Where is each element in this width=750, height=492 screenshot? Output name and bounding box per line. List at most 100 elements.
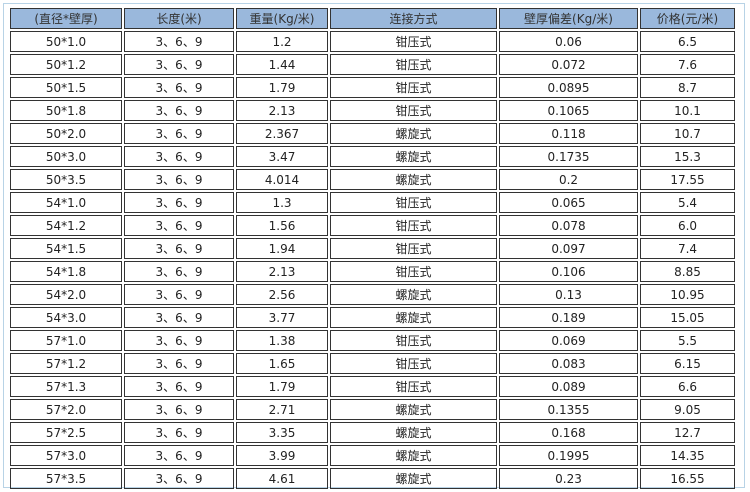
cell-weight: 1.79 xyxy=(236,376,328,397)
cell-thickness-tolerance: 0.1355 xyxy=(499,399,638,420)
cell-length: 3、6、9 xyxy=(124,330,234,351)
cell-connection: 钳压式 xyxy=(330,261,497,282)
cell-spec: 57*3.0 xyxy=(10,445,122,466)
cell-spec: 50*1.5 xyxy=(10,77,122,98)
cell-price: 6.5 xyxy=(640,31,735,52)
cell-thickness-tolerance: 0.13 xyxy=(499,284,638,305)
table-row: 57*3.5 3、6、9 4.61 螺旋式 0.23 16.55 xyxy=(10,468,735,489)
cell-length: 3、6、9 xyxy=(124,54,234,75)
cell-thickness-tolerance: 0.06 xyxy=(499,31,638,52)
cell-price: 5.5 xyxy=(640,330,735,351)
cell-connection: 螺旋式 xyxy=(330,146,497,167)
cell-length: 3、6、9 xyxy=(124,169,234,190)
cell-spec: 57*3.5 xyxy=(10,468,122,489)
table-row: 50*1.0 3、6、9 1.2 钳压式 0.06 6.5 xyxy=(10,31,735,52)
cell-thickness-tolerance: 0.1735 xyxy=(499,146,638,167)
cell-spec: 50*3.5 xyxy=(10,169,122,190)
cell-spec: 57*1.2 xyxy=(10,353,122,374)
cell-thickness-tolerance: 0.083 xyxy=(499,353,638,374)
cell-weight: 1.44 xyxy=(236,54,328,75)
cell-spec: 54*1.8 xyxy=(10,261,122,282)
cell-spec: 50*2.0 xyxy=(10,123,122,144)
cell-weight: 3.77 xyxy=(236,307,328,328)
cell-connection: 钳压式 xyxy=(330,54,497,75)
cell-connection: 钳压式 xyxy=(330,215,497,236)
cell-price: 6.0 xyxy=(640,215,735,236)
cell-weight: 1.79 xyxy=(236,77,328,98)
cell-weight: 3.99 xyxy=(236,445,328,466)
cell-weight: 2.367 xyxy=(236,123,328,144)
cell-length: 3、6、9 xyxy=(124,77,234,98)
cell-thickness-tolerance: 0.0895 xyxy=(499,77,638,98)
cell-price: 14.35 xyxy=(640,445,735,466)
table-row: 50*1.2 3、6、9 1.44 钳压式 0.072 7.6 xyxy=(10,54,735,75)
cell-weight: 1.65 xyxy=(236,353,328,374)
cell-length: 3、6、9 xyxy=(124,376,234,397)
cell-thickness-tolerance: 0.189 xyxy=(499,307,638,328)
cell-spec: 57*1.0 xyxy=(10,330,122,351)
cell-price: 6.15 xyxy=(640,353,735,374)
cell-length: 3、6、9 xyxy=(124,192,234,213)
header-thickness-tolerance: 壁厚偏差(Kg/米) xyxy=(499,8,638,29)
table-row: 54*1.5 3、6、9 1.94 钳压式 0.097 7.4 xyxy=(10,238,735,259)
cell-connection: 螺旋式 xyxy=(330,169,497,190)
cell-weight: 2.71 xyxy=(236,399,328,420)
cell-price: 6.6 xyxy=(640,376,735,397)
cell-price: 10.7 xyxy=(640,123,735,144)
cell-weight: 2.13 xyxy=(236,261,328,282)
table-row: 57*1.0 3、6、9 1.38 钳压式 0.069 5.5 xyxy=(10,330,735,351)
cell-connection: 螺旋式 xyxy=(330,123,497,144)
table-row: 57*2.5 3、6、9 3.35 螺旋式 0.168 12.7 xyxy=(10,422,735,443)
cell-connection: 螺旋式 xyxy=(330,422,497,443)
cell-thickness-tolerance: 0.2 xyxy=(499,169,638,190)
cell-connection: 钳压式 xyxy=(330,31,497,52)
cell-price: 9.05 xyxy=(640,399,735,420)
cell-thickness-tolerance: 0.168 xyxy=(499,422,638,443)
cell-weight: 2.56 xyxy=(236,284,328,305)
cell-connection: 钳压式 xyxy=(330,192,497,213)
cell-weight: 3.35 xyxy=(236,422,328,443)
price-table: (直径*壁厚) 长度(米) 重量(Kg/米) 连接方式 壁厚偏差(Kg/米) 价格(元/米… xyxy=(8,6,737,491)
cell-length: 3、6、9 xyxy=(124,100,234,121)
cell-length: 3、6、9 xyxy=(124,238,234,259)
table-row: 50*1.5 3、6、9 1.79 钳压式 0.0895 8.7 xyxy=(10,77,735,98)
table-row: 54*1.0 3、6、9 1.3 钳压式 0.065 5.4 xyxy=(10,192,735,213)
cell-thickness-tolerance: 0.097 xyxy=(499,238,638,259)
cell-length: 3、6、9 xyxy=(124,31,234,52)
table-row: 50*2.0 3、6、9 2.367 螺旋式 0.118 10.7 xyxy=(10,123,735,144)
header-length: 长度(米) xyxy=(124,8,234,29)
cell-thickness-tolerance: 0.069 xyxy=(499,330,638,351)
table-row: 54*1.2 3、6、9 1.56 钳压式 0.078 6.0 xyxy=(10,215,735,236)
table-row: 50*1.8 3、6、9 2.13 钳压式 0.1065 10.1 xyxy=(10,100,735,121)
header-weight: 重量(Kg/米) xyxy=(236,8,328,29)
table-row: 50*3.5 3、6、9 4.014 螺旋式 0.2 17.55 xyxy=(10,169,735,190)
header-price: 价格(元/米) xyxy=(640,8,735,29)
cell-price: 7.6 xyxy=(640,54,735,75)
cell-length: 3、6、9 xyxy=(124,307,234,328)
cell-price: 12.7 xyxy=(640,422,735,443)
cell-connection: 钳压式 xyxy=(330,330,497,351)
cell-spec: 54*1.2 xyxy=(10,215,122,236)
cell-connection: 钳压式 xyxy=(330,100,497,121)
cell-length: 3、6、9 xyxy=(124,445,234,466)
cell-spec: 54*1.5 xyxy=(10,238,122,259)
cell-price: 8.85 xyxy=(640,261,735,282)
cell-spec: 54*2.0 xyxy=(10,284,122,305)
cell-price: 16.55 xyxy=(640,468,735,489)
cell-connection: 钳压式 xyxy=(330,238,497,259)
cell-thickness-tolerance: 0.118 xyxy=(499,123,638,144)
cell-price: 8.7 xyxy=(640,77,735,98)
cell-connection: 螺旋式 xyxy=(330,307,497,328)
cell-spec: 50*3.0 xyxy=(10,146,122,167)
table-frame: (直径*壁厚) 长度(米) 重量(Kg/米) 连接方式 壁厚偏差(Kg/米) 价格(元/米… xyxy=(3,3,745,491)
cell-weight: 1.3 xyxy=(236,192,328,213)
cell-thickness-tolerance: 0.065 xyxy=(499,192,638,213)
table-row: 50*3.0 3、6、9 3.47 螺旋式 0.1735 15.3 xyxy=(10,146,735,167)
cell-price: 10.1 xyxy=(640,100,735,121)
cell-price: 5.4 xyxy=(640,192,735,213)
cell-thickness-tolerance: 0.106 xyxy=(499,261,638,282)
header-connection: 连接方式 xyxy=(330,8,497,29)
cell-connection: 螺旋式 xyxy=(330,468,497,489)
cell-connection: 钳压式 xyxy=(330,353,497,374)
cell-length: 3、6、9 xyxy=(124,146,234,167)
